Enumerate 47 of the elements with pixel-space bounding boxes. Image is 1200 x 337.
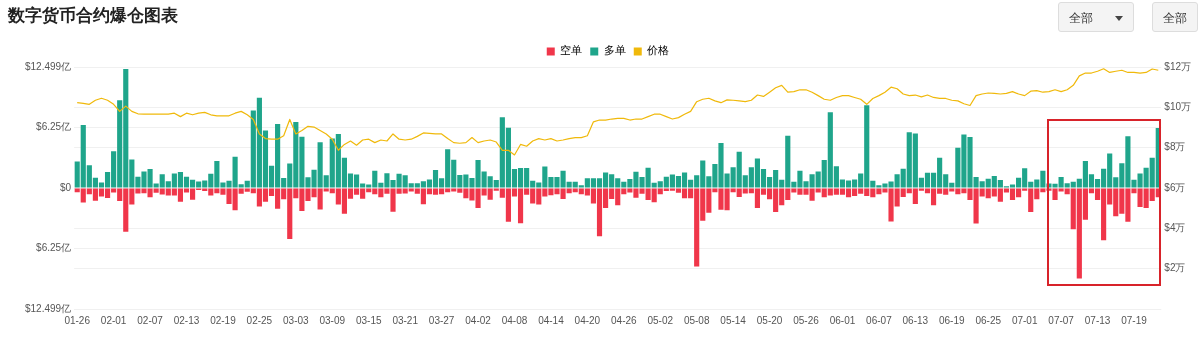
x-tick-label: 04-14 — [538, 314, 565, 326]
x-tick-label: 04-02 — [465, 314, 492, 326]
x-tick-label: 04-26 — [611, 314, 638, 326]
y2-tick-label: $2万 — [1164, 262, 1186, 274]
y-tick-label: $0 — [60, 181, 72, 193]
y-tick-label: $6.25亿 — [36, 242, 72, 254]
text: 全部 — [1069, 11, 1093, 25]
x-tick-label: 02-07 — [137, 314, 164, 326]
x-tick-label: 06-19 — [938, 314, 965, 326]
x-tick-label: 03-09 — [319, 314, 346, 326]
x-tick-label: 06-13 — [902, 314, 929, 326]
x-tick-label: 06-07 — [866, 314, 893, 326]
y-tick-label: $12.499亿 — [24, 302, 72, 314]
x-tick-label: 05-20 — [756, 314, 783, 326]
x-tick-label: 03-03 — [283, 314, 310, 326]
x-tick-label: 02-19 — [210, 314, 237, 326]
x-tick-label: 07-01 — [1011, 314, 1038, 326]
y2-tick-label: $4万 — [1164, 222, 1186, 234]
y2-tick-label: $12万 — [1164, 60, 1191, 72]
x-tick-label: 04-20 — [574, 314, 601, 326]
y-tick-label: $6.25亿 — [36, 121, 72, 133]
x-tick-label: 02-01 — [100, 314, 127, 326]
x-tick-label: 01-26 — [64, 314, 91, 326]
x-tick-label: 07-07 — [1048, 314, 1075, 326]
x-tick-label: 05-14 — [720, 314, 747, 326]
y2-tick-label: $10万 — [1164, 101, 1191, 113]
x-tick-label: 03-21 — [392, 314, 419, 326]
y2-tick-label: $8万 — [1164, 141, 1186, 153]
x-tick-label: 05-26 — [793, 314, 820, 326]
legend-label: 空单 — [560, 44, 583, 58]
x-tick-label: 05-08 — [683, 314, 710, 326]
x-tick-label: 03-15 — [355, 314, 382, 326]
y-tick-label: $12.499亿 — [24, 60, 72, 72]
x-tick-label: 06-25 — [975, 314, 1002, 326]
legend-label: 多单 — [603, 44, 626, 58]
y2-tick-label: $6万 — [1164, 181, 1186, 193]
x-tick-label: 03-27 — [428, 314, 455, 326]
x-tick-label: 05-02 — [647, 314, 674, 326]
x-tick-label: 07-19 — [1121, 314, 1148, 326]
text: 全部 — [1163, 11, 1187, 25]
x-tick-label: 02-25 — [246, 314, 273, 326]
x-tick-label: 04-08 — [501, 314, 528, 326]
x-tick-label: 06-01 — [829, 314, 856, 326]
chart-title: 数字货币合约爆仓图表 — [8, 4, 178, 27]
legend-label: 价格 — [646, 44, 670, 58]
x-tick-label: 07-13 — [1084, 314, 1111, 326]
x-tick-label: 02-13 — [173, 314, 200, 326]
